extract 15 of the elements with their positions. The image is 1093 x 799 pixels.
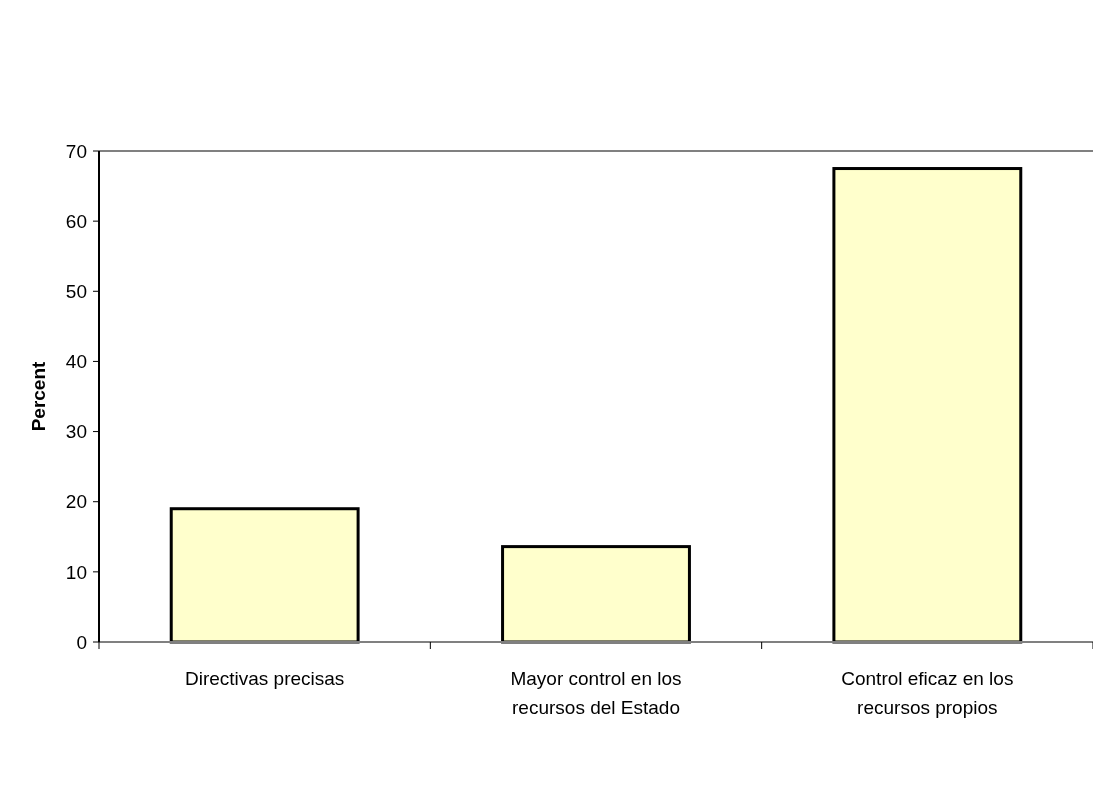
y-tick-label: 30	[65, 421, 87, 443]
y-tick-label: 60	[65, 210, 87, 232]
x-tick-label: Control eficaz en los recursos propios	[841, 668, 1014, 718]
y-tick-label: 50	[65, 280, 87, 302]
y-axis-title: Percent	[28, 360, 49, 432]
x-tick-label: Mayor control en los recursos del Estado	[510, 668, 682, 718]
bar	[832, 167, 1023, 644]
x-tick-label: Directivas precisas	[184, 668, 345, 689]
y-tick-label: 70	[65, 140, 87, 162]
bar	[501, 545, 691, 644]
y-tick-label: 0	[76, 631, 87, 653]
y-tick-label: 20	[65, 491, 87, 513]
y-tick-label: 10	[65, 561, 87, 583]
bar	[169, 507, 360, 644]
y-tick-label: 40	[65, 351, 87, 373]
